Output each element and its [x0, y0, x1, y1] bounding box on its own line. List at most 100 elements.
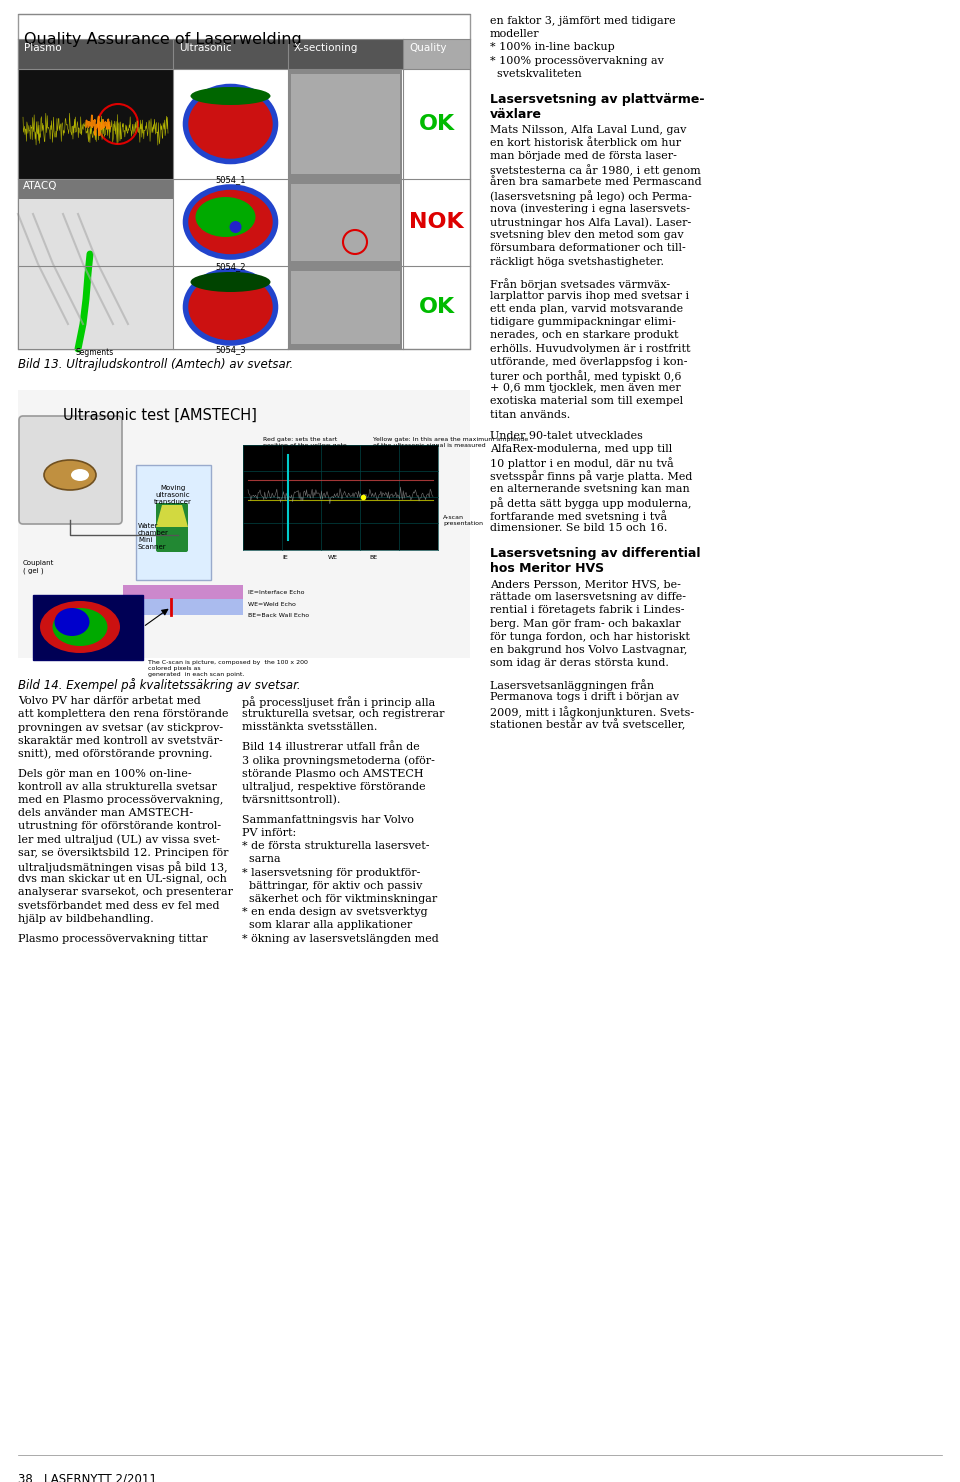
Text: * 100% in-line backup: * 100% in-line backup [490, 43, 614, 52]
Text: Volvo PV har därför arbetat med: Volvo PV har därför arbetat med [18, 697, 201, 705]
Text: 5054_2: 5054_2 [215, 262, 246, 271]
Bar [18, 13, 470, 348]
Bar [174, 70, 287, 179]
Text: 38   LASERNYTT 2/2011: 38 LASERNYTT 2/2011 [18, 1473, 156, 1482]
Bar [123, 599, 243, 615]
Bar [123, 585, 243, 599]
Text: försumbara deformationer och till-: försumbara deformationer och till- [490, 243, 685, 253]
Text: Lasersvetsanläggningen från: Lasersvetsanläggningen från [490, 679, 654, 691]
Text: The C-scan is picture, composed by  the 100 x 200
colored pixels as
generated  i: The C-scan is picture, composed by the 1… [148, 659, 308, 677]
Ellipse shape [185, 271, 276, 342]
Text: dels använder man AMSTECH-: dels använder man AMSTECH- [18, 808, 193, 818]
Bar [19, 70, 173, 179]
Text: BE=Back Wall Echo: BE=Back Wall Echo [248, 614, 309, 618]
Bar [174, 39, 287, 70]
Bar [33, 594, 143, 659]
Text: ultraljudsmätningen visas på bild 13,: ultraljudsmätningen visas på bild 13, [18, 861, 228, 873]
Text: hjälp av bildbehandling.: hjälp av bildbehandling. [18, 914, 154, 923]
Text: (lasersvetsning på lego) och Perma-: (lasersvetsning på lego) och Perma- [490, 191, 692, 203]
FancyBboxPatch shape [156, 502, 188, 551]
Text: nova (investering i egna lasersvets-: nova (investering i egna lasersvets- [490, 203, 690, 215]
Bar [289, 70, 402, 179]
Text: Lasersvetsning av plattvärme-: Lasersvetsning av plattvärme- [490, 92, 705, 105]
Text: Yellow gate: In this area the maximum amplitude
of the ultrasonic signal is meas: Yellow gate: In this area the maximum am… [373, 437, 528, 448]
Text: Sammanfattningsvis har Volvo: Sammanfattningsvis har Volvo [242, 815, 414, 825]
Text: AlfaRex-modulerna, med upp till: AlfaRex-modulerna, med upp till [490, 445, 672, 453]
Text: svetsförbandet med dess ev fel med: svetsförbandet med dess ev fel med [18, 901, 220, 910]
Bar [291, 184, 400, 261]
Text: svetskvaliteten: svetskvaliteten [490, 68, 582, 79]
Bar [289, 179, 402, 265]
Text: Permanova togs i drift i början av: Permanova togs i drift i början av [490, 692, 679, 702]
Text: en bakgrund hos Volvo Lastvagnar,: en bakgrund hos Volvo Lastvagnar, [490, 645, 687, 655]
Bar [289, 39, 402, 70]
Text: NOK: NOK [409, 212, 464, 233]
Text: svetsspår finns på varje platta. Med: svetsspår finns på varje platta. Med [490, 470, 692, 482]
Text: OK: OK [419, 296, 455, 317]
Text: berg. Man gör fram- och bakaxlar: berg. Man gör fram- och bakaxlar [490, 618, 681, 628]
Ellipse shape [53, 608, 108, 646]
Text: * 100% processövervakning av: * 100% processövervakning av [490, 56, 664, 65]
Text: på processljuset från i princip alla: på processljuset från i princip alla [242, 697, 435, 708]
Ellipse shape [44, 459, 96, 491]
Text: 5054_3: 5054_3 [215, 345, 246, 354]
Text: störande Plasmo och AMSTECH: störande Plasmo och AMSTECH [242, 769, 423, 778]
Text: stationen består av två svetsceller,: stationen består av två svetsceller, [490, 719, 685, 731]
Polygon shape [156, 505, 188, 528]
FancyBboxPatch shape [136, 465, 211, 579]
Text: säkerhet och för viktminskningar: säkerhet och för viktminskningar [242, 894, 437, 904]
Text: 2009, mitt i lågkonjunkturen. Svets-: 2009, mitt i lågkonjunkturen. Svets- [490, 705, 694, 717]
Text: svetstesterna ca år 1980, i ett genom: svetstesterna ca år 1980, i ett genom [490, 165, 701, 176]
Ellipse shape [196, 197, 255, 237]
Bar [174, 265, 287, 348]
Text: utrustningar hos Alfa Laval). Laser-: utrustningar hos Alfa Laval). Laser- [490, 216, 691, 228]
Text: * lasersvetsning för produktför-: * lasersvetsning för produktför- [242, 867, 420, 877]
Text: modeller: modeller [490, 30, 540, 39]
Bar [19, 199, 173, 348]
Text: man började med de första laser-: man började med de första laser- [490, 151, 677, 162]
Text: Mats Nilsson, Alfa Laval Lund, gav: Mats Nilsson, Alfa Laval Lund, gav [490, 124, 686, 135]
Text: tidigare gummipackningar elimi-: tidigare gummipackningar elimi- [490, 317, 676, 328]
Text: * ökning av lasersvetslängden med: * ökning av lasersvetslängden med [242, 934, 439, 944]
Text: sar, se översiktsbild 12. Principen för: sar, se översiktsbild 12. Principen för [18, 848, 228, 858]
Text: Couplant
( gel ): Couplant ( gel ) [23, 560, 55, 574]
Text: ler med ultraljud (UL) av vissa svet-: ler med ultraljud (UL) av vissa svet- [18, 834, 220, 845]
Text: utrustning för oförstörande kontrol-: utrustning för oförstörande kontrol- [18, 821, 221, 831]
Text: X-sectioning: X-sectioning [294, 43, 358, 53]
Text: Segments: Segments [76, 348, 114, 357]
Text: WE: WE [328, 554, 338, 560]
Text: provningen av svetsar (av stickprov-: provningen av svetsar (av stickprov- [18, 722, 223, 734]
Text: på detta sätt bygga upp modulerna,: på detta sätt bygga upp modulerna, [490, 496, 691, 508]
Bar [291, 271, 400, 344]
Text: Ultrasonic: Ultrasonic [179, 43, 231, 53]
Text: larplattor parvis ihop med svetsar i: larplattor parvis ihop med svetsar i [490, 290, 689, 301]
Text: * de första strukturella lasersvet-: * de första strukturella lasersvet- [242, 842, 429, 851]
Text: Under 90-talet utvecklades: Under 90-talet utvecklades [490, 431, 643, 440]
Text: OK: OK [419, 114, 455, 133]
Bar [243, 445, 438, 550]
Bar [18, 39, 173, 70]
Bar [18, 390, 470, 658]
Text: dvs man skickar ut en UL-signal, och: dvs man skickar ut en UL-signal, och [18, 874, 227, 885]
Bar [403, 39, 469, 70]
Bar [174, 179, 287, 265]
Text: att komplettera den rena förstörande: att komplettera den rena förstörande [18, 710, 228, 719]
Text: svetsning blev den metod som gav: svetsning blev den metod som gav [490, 230, 684, 240]
Text: som idag är deras största kund.: som idag är deras största kund. [490, 658, 669, 668]
Text: för tunga fordon, och har historiskt: för tunga fordon, och har historiskt [490, 631, 690, 642]
Text: turer och porthål, med typiskt 0,6: turer och porthål, med typiskt 0,6 [490, 370, 682, 382]
Text: som klarar alla applikationer: som klarar alla applikationer [242, 920, 412, 931]
Ellipse shape [185, 86, 276, 162]
Text: Quality Assurance of Laserwelding: Quality Assurance of Laserwelding [24, 33, 301, 47]
Text: åren bra samarbete med Permascand: åren bra samarbete med Permascand [490, 178, 702, 187]
Text: en alternerande svetsning kan man: en alternerande svetsning kan man [490, 483, 689, 494]
Text: 3 olika provningsmetoderna (oför-: 3 olika provningsmetoderna (oför- [242, 756, 435, 766]
Ellipse shape [40, 602, 120, 654]
Text: * en enda design av svetsverktyg: * en enda design av svetsverktyg [242, 907, 427, 917]
Bar [291, 74, 400, 173]
Text: en faktor 3, jämfört med tidigare: en faktor 3, jämfört med tidigare [490, 16, 676, 27]
Text: ATACQ: ATACQ [23, 181, 58, 191]
Text: ett enda plan, varvid motsvarande: ett enda plan, varvid motsvarande [490, 304, 684, 314]
Text: Lasersvetsning av differential: Lasersvetsning av differential [490, 547, 701, 560]
Text: fortfarande med svetsning i två: fortfarande med svetsning i två [490, 510, 667, 522]
